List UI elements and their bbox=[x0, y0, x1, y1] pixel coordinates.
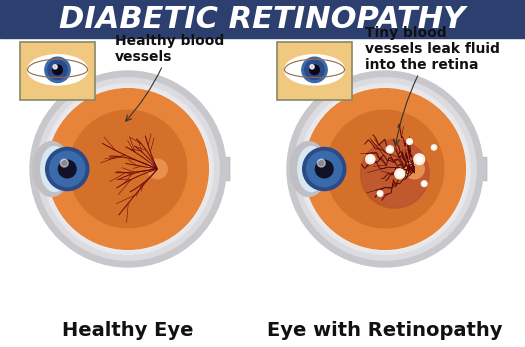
Text: Healthy Eye: Healthy Eye bbox=[62, 322, 194, 340]
Circle shape bbox=[405, 159, 424, 179]
Circle shape bbox=[304, 88, 465, 249]
Circle shape bbox=[305, 60, 324, 79]
Circle shape bbox=[377, 191, 383, 196]
Circle shape bbox=[310, 65, 314, 69]
Circle shape bbox=[148, 159, 167, 179]
Circle shape bbox=[60, 159, 68, 167]
Circle shape bbox=[414, 154, 425, 164]
Circle shape bbox=[386, 146, 394, 153]
Circle shape bbox=[53, 65, 57, 69]
Circle shape bbox=[58, 160, 76, 178]
Circle shape bbox=[69, 110, 187, 228]
Circle shape bbox=[433, 146, 435, 149]
Circle shape bbox=[294, 78, 476, 260]
Circle shape bbox=[388, 147, 392, 151]
Circle shape bbox=[48, 88, 208, 249]
Circle shape bbox=[45, 57, 70, 83]
Ellipse shape bbox=[27, 55, 88, 85]
Circle shape bbox=[310, 65, 319, 75]
Circle shape bbox=[379, 192, 382, 195]
Text: Eye with Retinopathy: Eye with Retinopathy bbox=[267, 322, 503, 340]
Circle shape bbox=[368, 157, 373, 161]
Circle shape bbox=[302, 57, 327, 83]
Circle shape bbox=[37, 78, 219, 260]
Circle shape bbox=[47, 88, 209, 250]
Circle shape bbox=[43, 84, 213, 254]
Circle shape bbox=[307, 91, 464, 247]
Ellipse shape bbox=[298, 146, 325, 192]
Circle shape bbox=[361, 139, 429, 208]
FancyBboxPatch shape bbox=[465, 157, 487, 181]
Circle shape bbox=[432, 145, 437, 150]
Circle shape bbox=[300, 84, 470, 254]
Circle shape bbox=[408, 140, 411, 143]
Circle shape bbox=[417, 156, 422, 162]
Circle shape bbox=[395, 169, 405, 179]
Ellipse shape bbox=[321, 150, 341, 188]
Ellipse shape bbox=[285, 55, 344, 85]
Bar bbox=[277, 42, 352, 100]
Circle shape bbox=[423, 182, 426, 185]
Circle shape bbox=[49, 151, 85, 187]
Bar bbox=[20, 42, 95, 100]
Circle shape bbox=[307, 151, 342, 187]
Circle shape bbox=[422, 181, 427, 187]
Circle shape bbox=[303, 88, 466, 250]
Circle shape bbox=[303, 147, 346, 191]
Circle shape bbox=[46, 147, 89, 191]
Circle shape bbox=[316, 160, 333, 178]
Text: Healthy blood
vessels: Healthy blood vessels bbox=[115, 34, 224, 121]
Ellipse shape bbox=[64, 150, 84, 188]
Ellipse shape bbox=[33, 142, 70, 196]
Circle shape bbox=[397, 171, 402, 176]
Circle shape bbox=[30, 71, 226, 267]
Bar bbox=[0, 0, 525, 38]
Text: Tiny blood
vessels leak fluid
into the retina: Tiny blood vessels leak fluid into the r… bbox=[365, 26, 500, 145]
Circle shape bbox=[49, 91, 206, 247]
Circle shape bbox=[52, 65, 62, 75]
Circle shape bbox=[407, 139, 412, 144]
Circle shape bbox=[48, 60, 67, 79]
Text: DIABETIC RETINOPATHY: DIABETIC RETINOPATHY bbox=[59, 5, 466, 34]
Circle shape bbox=[287, 71, 483, 267]
Ellipse shape bbox=[41, 146, 68, 192]
Circle shape bbox=[318, 159, 325, 167]
Ellipse shape bbox=[290, 142, 327, 196]
FancyBboxPatch shape bbox=[208, 157, 230, 181]
Circle shape bbox=[366, 155, 375, 164]
Circle shape bbox=[326, 110, 444, 228]
